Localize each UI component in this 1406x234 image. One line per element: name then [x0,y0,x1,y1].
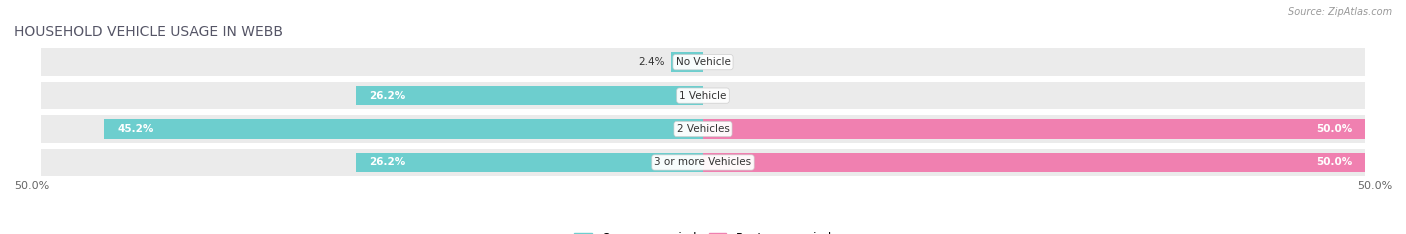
Bar [356,86,703,105]
Legend: Owner-occupied, Renter-occupied: Owner-occupied, Renter-occupied [569,227,837,234]
Text: 50.0%: 50.0% [1316,124,1353,134]
Bar [703,153,1365,172]
Text: 50.0%: 50.0% [14,181,49,191]
Bar [703,119,1365,139]
Text: 3 or more Vehicles: 3 or more Vehicles [654,157,752,168]
Bar [703,115,1365,143]
Text: No Vehicle: No Vehicle [675,57,731,67]
Bar [671,52,703,72]
Text: 50.0%: 50.0% [1316,157,1353,168]
Bar [41,115,703,143]
Text: 45.2%: 45.2% [117,124,153,134]
Text: 1 Vehicle: 1 Vehicle [679,91,727,101]
Text: 2.4%: 2.4% [638,57,665,67]
Bar [41,82,703,109]
Bar [41,149,703,176]
Text: Source: ZipAtlas.com: Source: ZipAtlas.com [1288,7,1392,17]
Bar [41,48,703,76]
Text: 2 Vehicles: 2 Vehicles [676,124,730,134]
Text: HOUSEHOLD VEHICLE USAGE IN WEBB: HOUSEHOLD VEHICLE USAGE IN WEBB [14,25,283,39]
Text: 26.2%: 26.2% [370,91,405,101]
Text: 26.2%: 26.2% [370,157,405,168]
Bar [703,82,1365,109]
Bar [104,119,703,139]
Bar [356,153,703,172]
Bar [703,149,1365,176]
Text: 50.0%: 50.0% [1357,181,1392,191]
Bar [703,48,1365,76]
